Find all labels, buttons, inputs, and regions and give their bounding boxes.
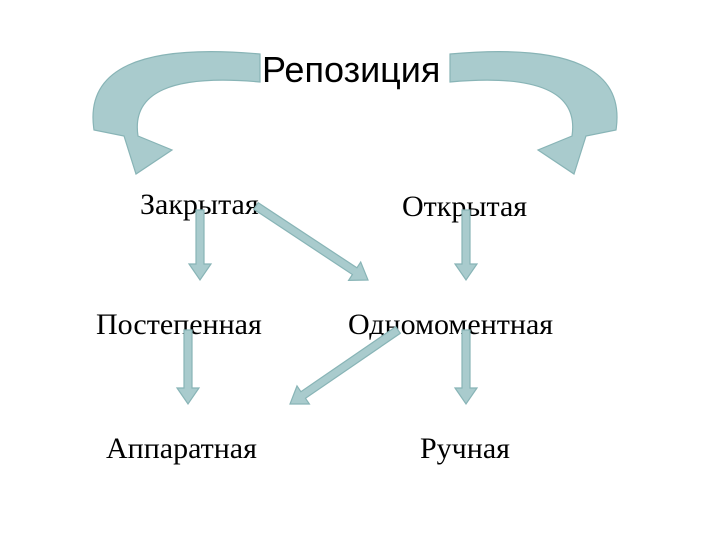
node-apparatus: Аппаратная (106, 434, 257, 464)
node-closed: Закрытая (140, 190, 259, 220)
diagram-title: Репозиция (262, 52, 440, 88)
gradual-to-apparatus (177, 330, 199, 404)
node-open: Открытая (402, 192, 527, 222)
node-gradual: Постепенная (96, 310, 262, 340)
closed-to-instant (254, 203, 368, 281)
arc-right (450, 52, 617, 174)
node-manual: Ручная (420, 434, 510, 464)
instant-to-manual (455, 330, 477, 404)
diagram-stage: Репозиция Закрытая Открытая Постепенная … (0, 0, 720, 540)
arc-left (93, 52, 260, 174)
node-instant: Одномоментная (348, 310, 553, 340)
